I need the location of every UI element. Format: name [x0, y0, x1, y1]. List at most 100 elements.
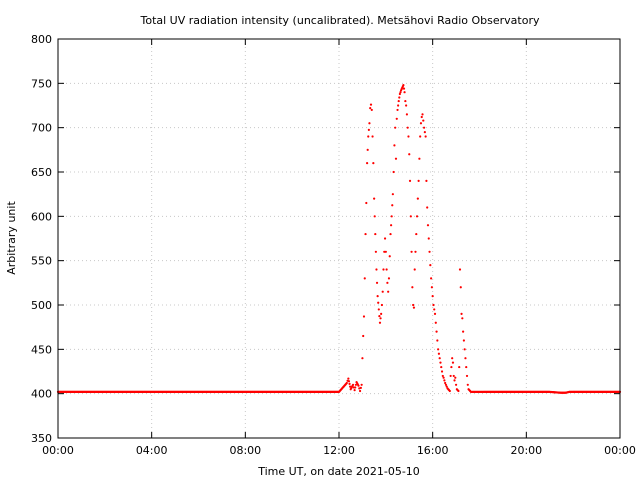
chart-title: Total UV radiation intensity (uncalibrat… — [140, 14, 540, 27]
data-point — [452, 374, 455, 378]
data-point — [360, 383, 363, 386]
data-point — [427, 237, 430, 240]
data-point — [377, 308, 380, 311]
data-point — [418, 157, 421, 160]
data-point — [405, 104, 408, 107]
x-axis-ticks: 00:00 04:00 08:00 12:00 16:00 20:00 00:00 — [42, 39, 636, 457]
data-point — [375, 281, 379, 284]
data-point — [463, 348, 466, 351]
data-point — [430, 286, 433, 289]
data-point — [372, 162, 375, 165]
data-point — [425, 179, 428, 182]
data-point — [398, 92, 401, 96]
data-point — [387, 277, 391, 280]
data-point — [357, 384, 360, 387]
data-point — [430, 277, 433, 280]
data-point — [378, 314, 381, 318]
data-point — [391, 193, 394, 196]
plot-frame — [57, 38, 621, 439]
data-point — [345, 381, 348, 385]
data-point — [367, 128, 370, 131]
data-point — [407, 135, 410, 138]
data-point — [466, 383, 469, 386]
data-point — [417, 179, 420, 182]
data-point — [396, 108, 399, 112]
y-axis-label: Arbitrary unit — [5, 201, 18, 275]
data-point — [406, 126, 409, 129]
data-point — [426, 224, 430, 227]
data-point — [371, 135, 374, 138]
x-tick-label: 00:00 — [42, 444, 74, 457]
data-points — [56, 84, 622, 394]
data-point — [404, 99, 407, 103]
data-point — [390, 215, 393, 218]
data-point — [461, 317, 464, 320]
data-point — [433, 308, 436, 311]
data-point — [382, 268, 385, 271]
data-point — [436, 339, 439, 342]
data-point — [394, 157, 398, 160]
data-point — [385, 268, 388, 271]
data-point — [388, 255, 391, 258]
data-point — [440, 370, 444, 373]
data-point — [348, 382, 351, 386]
data-point — [353, 389, 356, 392]
y-tick-label: 600 — [31, 210, 52, 223]
data-point — [410, 250, 413, 253]
data-point — [359, 386, 362, 389]
data-point — [386, 281, 389, 284]
data-point — [454, 376, 457, 379]
data-point — [408, 179, 412, 182]
data-point — [361, 357, 364, 360]
data-point — [367, 135, 370, 138]
data-point — [354, 383, 358, 386]
y-tick-label: 350 — [31, 432, 52, 445]
data-point — [460, 312, 463, 315]
data-point — [395, 117, 398, 120]
data-point — [435, 330, 438, 333]
data-point — [432, 303, 435, 307]
x-tick-label: 00:00 — [604, 444, 636, 457]
x-tick-label: 04:00 — [136, 444, 168, 457]
data-point — [380, 312, 383, 315]
data-point — [464, 357, 467, 360]
data-point — [448, 389, 451, 393]
y-tick-label: 650 — [31, 166, 52, 179]
data-point — [374, 250, 377, 253]
data-point — [462, 339, 465, 342]
data-point — [409, 215, 412, 218]
data-point — [393, 144, 396, 147]
data-point — [380, 303, 384, 307]
data-point — [445, 385, 448, 388]
data-point — [423, 131, 426, 134]
data-point — [422, 119, 425, 122]
data-point — [347, 380, 351, 383]
data-point — [459, 286, 462, 289]
data-point — [403, 91, 406, 94]
data-point — [437, 352, 441, 355]
data-point — [421, 113, 424, 116]
data-point — [397, 99, 400, 103]
data-point — [362, 334, 365, 338]
data-point — [439, 361, 442, 364]
data-point — [413, 268, 416, 271]
data-point — [419, 135, 422, 138]
data-point — [433, 312, 437, 315]
data-point — [420, 115, 423, 119]
data-point — [351, 383, 355, 386]
data-point — [437, 348, 440, 351]
data-point — [373, 197, 376, 200]
data-point — [349, 385, 352, 388]
y-tick-label: 500 — [31, 299, 52, 312]
data-point — [412, 303, 415, 307]
y-tick-label: 550 — [31, 255, 52, 268]
data-point — [384, 250, 387, 253]
data-point — [424, 135, 427, 138]
data-point — [431, 295, 434, 298]
data-point — [434, 321, 437, 324]
data-point — [363, 277, 366, 280]
y-tick-label: 750 — [31, 77, 52, 90]
data-point — [402, 84, 405, 87]
data-point — [415, 232, 418, 236]
data-point — [398, 96, 401, 99]
